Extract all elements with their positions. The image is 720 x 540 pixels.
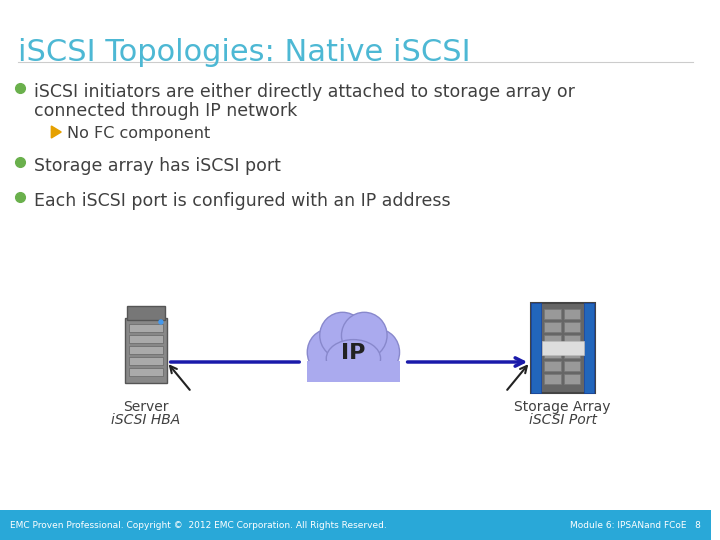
Bar [564,361,580,371]
Ellipse shape [320,312,365,359]
Text: iSCSI HBA: iSCSI HBA [112,413,181,427]
Bar [544,348,561,358]
Text: Module 6: IPSANand FCoE   8: Module 6: IPSANand FCoE 8 [570,521,701,530]
Bar [564,348,580,358]
Text: connected through IP network: connected through IP network [34,102,297,120]
Bar [544,361,561,371]
Bar [130,368,163,376]
Bar [544,374,561,384]
Bar [544,335,561,345]
Polygon shape [51,126,61,138]
Bar [564,374,580,384]
Circle shape [159,320,163,324]
Bar [585,303,594,393]
Text: iSCSI initiators are either directly attached to storage array or: iSCSI initiators are either directly att… [34,83,575,101]
Text: EMC Proven Professional. Copyright ©  2012 EMC Corporation. All Rights Reserved.: EMC Proven Professional. Copyright © 201… [10,521,387,530]
Ellipse shape [341,312,387,359]
Ellipse shape [307,329,351,375]
Bar [130,324,163,332]
Bar [531,303,541,393]
Bar [130,335,163,343]
Text: iSCSI Topologies: Native iSCSI: iSCSI Topologies: Native iSCSI [18,38,470,67]
Bar [544,322,561,332]
Ellipse shape [326,340,381,377]
Text: Storage array has iSCSI port: Storage array has iSCSI port [34,157,280,175]
Ellipse shape [356,329,400,375]
Text: Server: Server [123,400,169,414]
Bar [531,303,595,393]
Bar [564,309,580,319]
Bar [130,346,163,354]
Bar [544,309,561,319]
Text: Storage Array: Storage Array [515,400,611,414]
Text: IP: IP [341,343,366,363]
Text: iSCSI Port: iSCSI Port [528,413,597,427]
Ellipse shape [323,319,383,377]
Bar [307,361,400,382]
Bar [564,335,580,345]
Bar [127,306,165,320]
Bar [130,357,163,365]
Bar [564,322,580,332]
Bar [0,510,711,540]
Text: No FC component: No FC component [67,126,210,141]
Text: Each iSCSI port is configured with an IP address: Each iSCSI port is configured with an IP… [34,192,450,210]
Bar [125,318,167,383]
Bar [542,341,585,355]
